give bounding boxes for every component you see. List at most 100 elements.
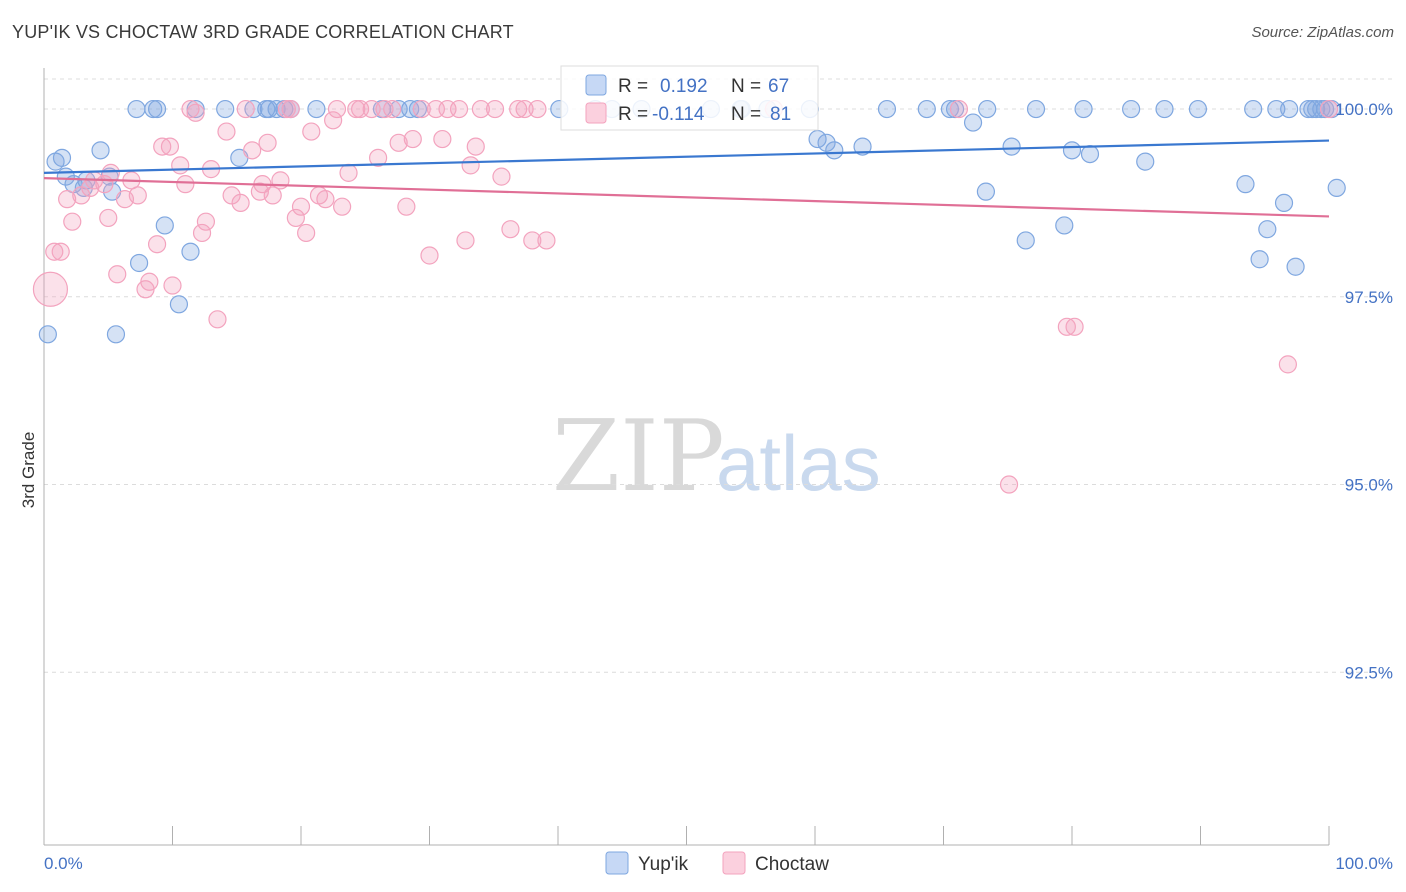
point-yupik <box>853 137 872 156</box>
point-choctaw <box>208 310 227 329</box>
watermark-zip: ZIP <box>552 400 725 514</box>
point-choctaw <box>339 163 358 182</box>
point-yupik <box>945 99 965 119</box>
point-choctaw <box>99 208 118 228</box>
point-choctaw <box>461 156 480 175</box>
point-yupik <box>1188 99 1208 119</box>
y-tick-label: 95.0% <box>1345 476 1393 495</box>
point-yupik <box>963 113 983 132</box>
point-yupik <box>1026 99 1046 119</box>
point-choctaw <box>32 271 69 307</box>
y-tick-label: 97.5% <box>1345 288 1393 307</box>
point-yupik <box>91 141 110 160</box>
point-yupik <box>38 325 57 344</box>
point-choctaw <box>297 223 316 243</box>
point-choctaw <box>58 190 77 209</box>
point-choctaw <box>403 129 422 149</box>
point-yupik <box>1312 99 1331 119</box>
legend-r-value-yupik: 0.192 <box>660 76 708 97</box>
point-yupik <box>1236 175 1255 194</box>
point-yupik <box>155 216 174 235</box>
point-yupik <box>1244 99 1263 119</box>
point-yupik <box>1080 144 1100 164</box>
point-yupik <box>1274 193 1294 213</box>
bottom-legend-label-yupik: Yup'ik <box>638 854 689 875</box>
point-choctaw <box>243 141 262 160</box>
point-choctaw <box>420 246 439 265</box>
point-choctaw <box>45 242 64 261</box>
point-yupik <box>144 99 163 119</box>
legend-n-label-yupik: N = <box>731 76 761 97</box>
point-yupik <box>259 99 278 119</box>
legend-swatch-yupik <box>585 74 607 96</box>
point-choctaw <box>347 99 366 119</box>
trend-line-yupik <box>43 139 1330 174</box>
trend-lines <box>43 139 1330 218</box>
y-tick-labels: 100.0% 97.5% 95.0% 92.5% <box>1335 100 1393 682</box>
point-yupik <box>216 99 235 119</box>
point-choctaw <box>140 272 159 291</box>
point-choctaw <box>949 99 969 119</box>
point-choctaw <box>509 99 528 119</box>
point-choctaw <box>485 99 505 119</box>
point-yupik <box>1136 152 1155 171</box>
point-choctaw <box>523 231 542 250</box>
point-choctaw <box>528 99 547 119</box>
bottom-legend-swatch-choctaw <box>722 851 746 875</box>
point-yupik <box>1267 99 1286 119</box>
point-yupik <box>1280 99 1299 119</box>
point-choctaw <box>362 99 381 119</box>
point-choctaw <box>456 231 475 250</box>
point-choctaw <box>281 99 300 119</box>
point-yupik <box>408 99 428 119</box>
point-yupik <box>1122 99 1141 119</box>
point-choctaw <box>397 197 416 216</box>
point-choctaw <box>1057 317 1076 336</box>
point-choctaw <box>316 190 335 209</box>
point-yupik <box>1002 137 1021 156</box>
point-yupik <box>106 325 126 344</box>
point-choctaw <box>327 99 347 119</box>
point-yupik <box>1250 250 1269 269</box>
point-choctaw <box>277 99 296 119</box>
point-choctaw <box>163 276 182 295</box>
point-choctaw <box>171 156 190 175</box>
point-choctaw <box>236 99 255 119</box>
axes <box>43 68 1330 846</box>
source-label: Source: ZipAtlas.com <box>1251 24 1394 41</box>
point-yupik <box>147 99 167 119</box>
point-yupik <box>169 295 189 314</box>
point-choctaw <box>999 475 1019 494</box>
point-choctaw <box>1319 99 1339 119</box>
point-choctaw <box>186 103 205 122</box>
point-yupik <box>1258 220 1277 239</box>
point-choctaw <box>537 231 556 250</box>
point-yupik <box>1062 141 1082 160</box>
point-choctaw <box>492 167 511 186</box>
point-choctaw <box>101 163 120 182</box>
point-choctaw <box>389 133 408 152</box>
point-yupik <box>1055 216 1074 235</box>
point-yupik <box>817 133 836 152</box>
y-tick-label: 100.0% <box>1335 100 1393 119</box>
point-yupik <box>1327 178 1346 197</box>
point-choctaw <box>383 99 402 119</box>
x-tick-label-min: 0.0% <box>44 854 83 873</box>
point-choctaw <box>1278 355 1297 374</box>
stats-legend: R = 0.192 N = 67 R = -0.114 N = 81 <box>560 65 819 131</box>
legend-r-label-yupik: R = <box>618 76 648 97</box>
point-choctaw <box>147 235 167 254</box>
point-choctaw <box>108 265 127 284</box>
trend-line-choctaw <box>43 177 1330 218</box>
point-choctaw <box>286 208 305 228</box>
point-choctaw <box>501 220 520 239</box>
bottom-legend-label-choctaw: Choctaw <box>755 854 829 875</box>
point-yupik <box>1155 99 1174 119</box>
point-yupik <box>127 99 146 119</box>
legend-n-value-choctaw: 81 <box>770 104 791 125</box>
point-choctaw <box>375 99 394 119</box>
point-choctaw <box>471 99 490 119</box>
point-choctaw <box>449 99 469 119</box>
point-yupik <box>307 99 326 119</box>
